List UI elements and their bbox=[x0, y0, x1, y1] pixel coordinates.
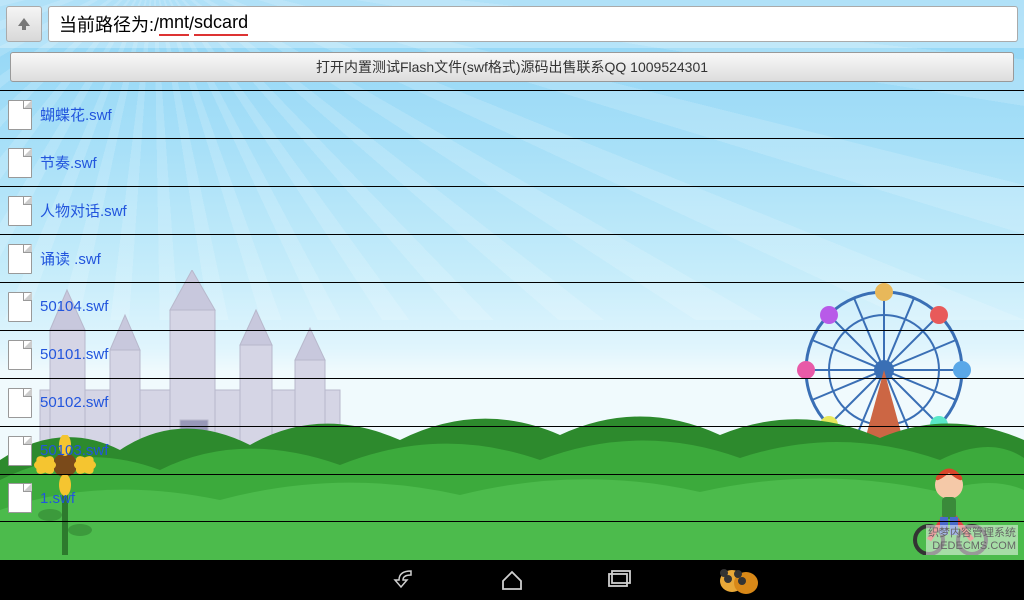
file-icon bbox=[8, 340, 32, 370]
file-name: 50101.swf bbox=[40, 346, 108, 363]
path-seg-1: mnt bbox=[159, 12, 189, 36]
file-row[interactable]: 1.swf bbox=[0, 474, 1024, 522]
file-name: 1.swf bbox=[40, 490, 75, 507]
open-test-label: 打开内置测试Flash文件(swf格式)源码出售联系QQ 1009524301 bbox=[316, 57, 708, 77]
file-row[interactable]: 50103.swf bbox=[0, 426, 1024, 474]
file-name: 诵读 .swf bbox=[40, 248, 101, 269]
watermark-line2: DEDECMS.COM bbox=[928, 540, 1016, 553]
file-icon bbox=[8, 244, 32, 274]
file-icon bbox=[8, 100, 32, 130]
file-icon bbox=[8, 483, 32, 513]
path-seg-2: sdcard bbox=[194, 12, 248, 36]
file-list: 蝴蝶花.swf 节奏.swf 人物对话.swf 诵读 .swf 50104.swf 501… bbox=[0, 90, 1024, 522]
path-prefix: 当前路径为:/ bbox=[59, 11, 159, 37]
watermark-line1: 织梦内容管理系统 bbox=[928, 527, 1016, 540]
file-row[interactable]: 人物对话.swf bbox=[0, 186, 1024, 234]
file-name: 50102.swf bbox=[40, 394, 108, 411]
file-name: 蝴蝶花.swf bbox=[40, 104, 112, 125]
file-icon bbox=[8, 148, 32, 178]
back-icon[interactable] bbox=[393, 567, 419, 593]
file-name: 人物对话.swf bbox=[40, 200, 127, 221]
path-input[interactable]: 当前路径为:/mnt/sdcard bbox=[48, 6, 1018, 42]
file-name: 节奏.swf bbox=[40, 152, 97, 173]
file-icon bbox=[8, 436, 32, 466]
file-row[interactable]: 50102.swf bbox=[0, 378, 1024, 426]
file-row[interactable]: 蝴蝶花.swf bbox=[0, 90, 1024, 138]
file-icon bbox=[8, 388, 32, 418]
file-icon bbox=[8, 196, 32, 226]
panda-icon[interactable] bbox=[716, 565, 764, 595]
up-button[interactable] bbox=[6, 6, 42, 42]
open-test-button[interactable]: 打开内置测试Flash文件(swf格式)源码出售联系QQ 1009524301 bbox=[10, 52, 1014, 82]
file-row[interactable]: 诵读 .swf bbox=[0, 234, 1024, 282]
home-icon[interactable] bbox=[499, 567, 525, 593]
android-navbar bbox=[0, 560, 1024, 600]
file-row[interactable]: 50104.swf bbox=[0, 282, 1024, 330]
file-name: 50103.swf bbox=[40, 442, 108, 459]
file-row[interactable]: 50101.swf bbox=[0, 330, 1024, 378]
file-icon bbox=[8, 292, 32, 322]
up-arrow-icon bbox=[16, 16, 32, 32]
file-name: 50104.swf bbox=[40, 298, 108, 315]
top-bar: 当前路径为:/mnt/sdcard bbox=[0, 0, 1024, 48]
watermark: 织梦内容管理系统 DEDECMS.COM bbox=[926, 525, 1018, 555]
recent-icon[interactable] bbox=[605, 567, 631, 593]
file-row[interactable]: 节奏.swf bbox=[0, 138, 1024, 186]
